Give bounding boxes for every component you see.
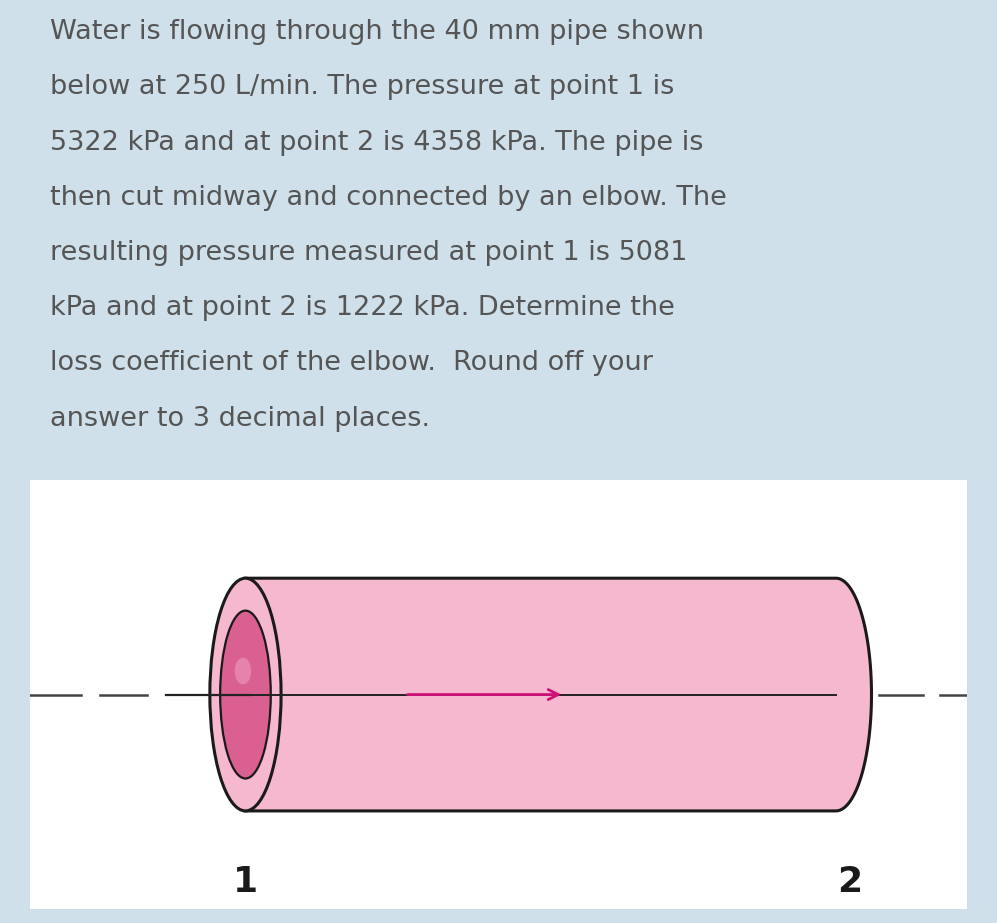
Text: below at 250 L/min. The pressure at point 1 is: below at 250 L/min. The pressure at poin… [50, 75, 674, 101]
Text: loss coefficient of the elbow.  Round off your: loss coefficient of the elbow. Round off… [50, 351, 653, 377]
Text: Water is flowing through the 40 mm pipe shown: Water is flowing through the 40 mm pipe … [50, 19, 704, 45]
Text: kPa and at point 2 is 1222 kPa. Determine the: kPa and at point 2 is 1222 kPa. Determin… [50, 295, 675, 321]
Text: 5322 kPa and at point 2 is 4358 kPa. The pipe is: 5322 kPa and at point 2 is 4358 kPa. The… [50, 129, 703, 156]
Text: resulting pressure measured at point 1 is 5081: resulting pressure measured at point 1 i… [50, 240, 687, 266]
FancyBboxPatch shape [28, 478, 969, 911]
Ellipse shape [220, 611, 271, 778]
Ellipse shape [234, 657, 251, 685]
Text: 2: 2 [837, 866, 862, 899]
Text: answer to 3 decimal places.: answer to 3 decimal places. [50, 405, 430, 432]
Polygon shape [245, 578, 871, 811]
Ellipse shape [209, 578, 281, 811]
Text: then cut midway and connected by an elbow. The: then cut midway and connected by an elbo… [50, 185, 727, 210]
Text: 1: 1 [233, 866, 258, 899]
